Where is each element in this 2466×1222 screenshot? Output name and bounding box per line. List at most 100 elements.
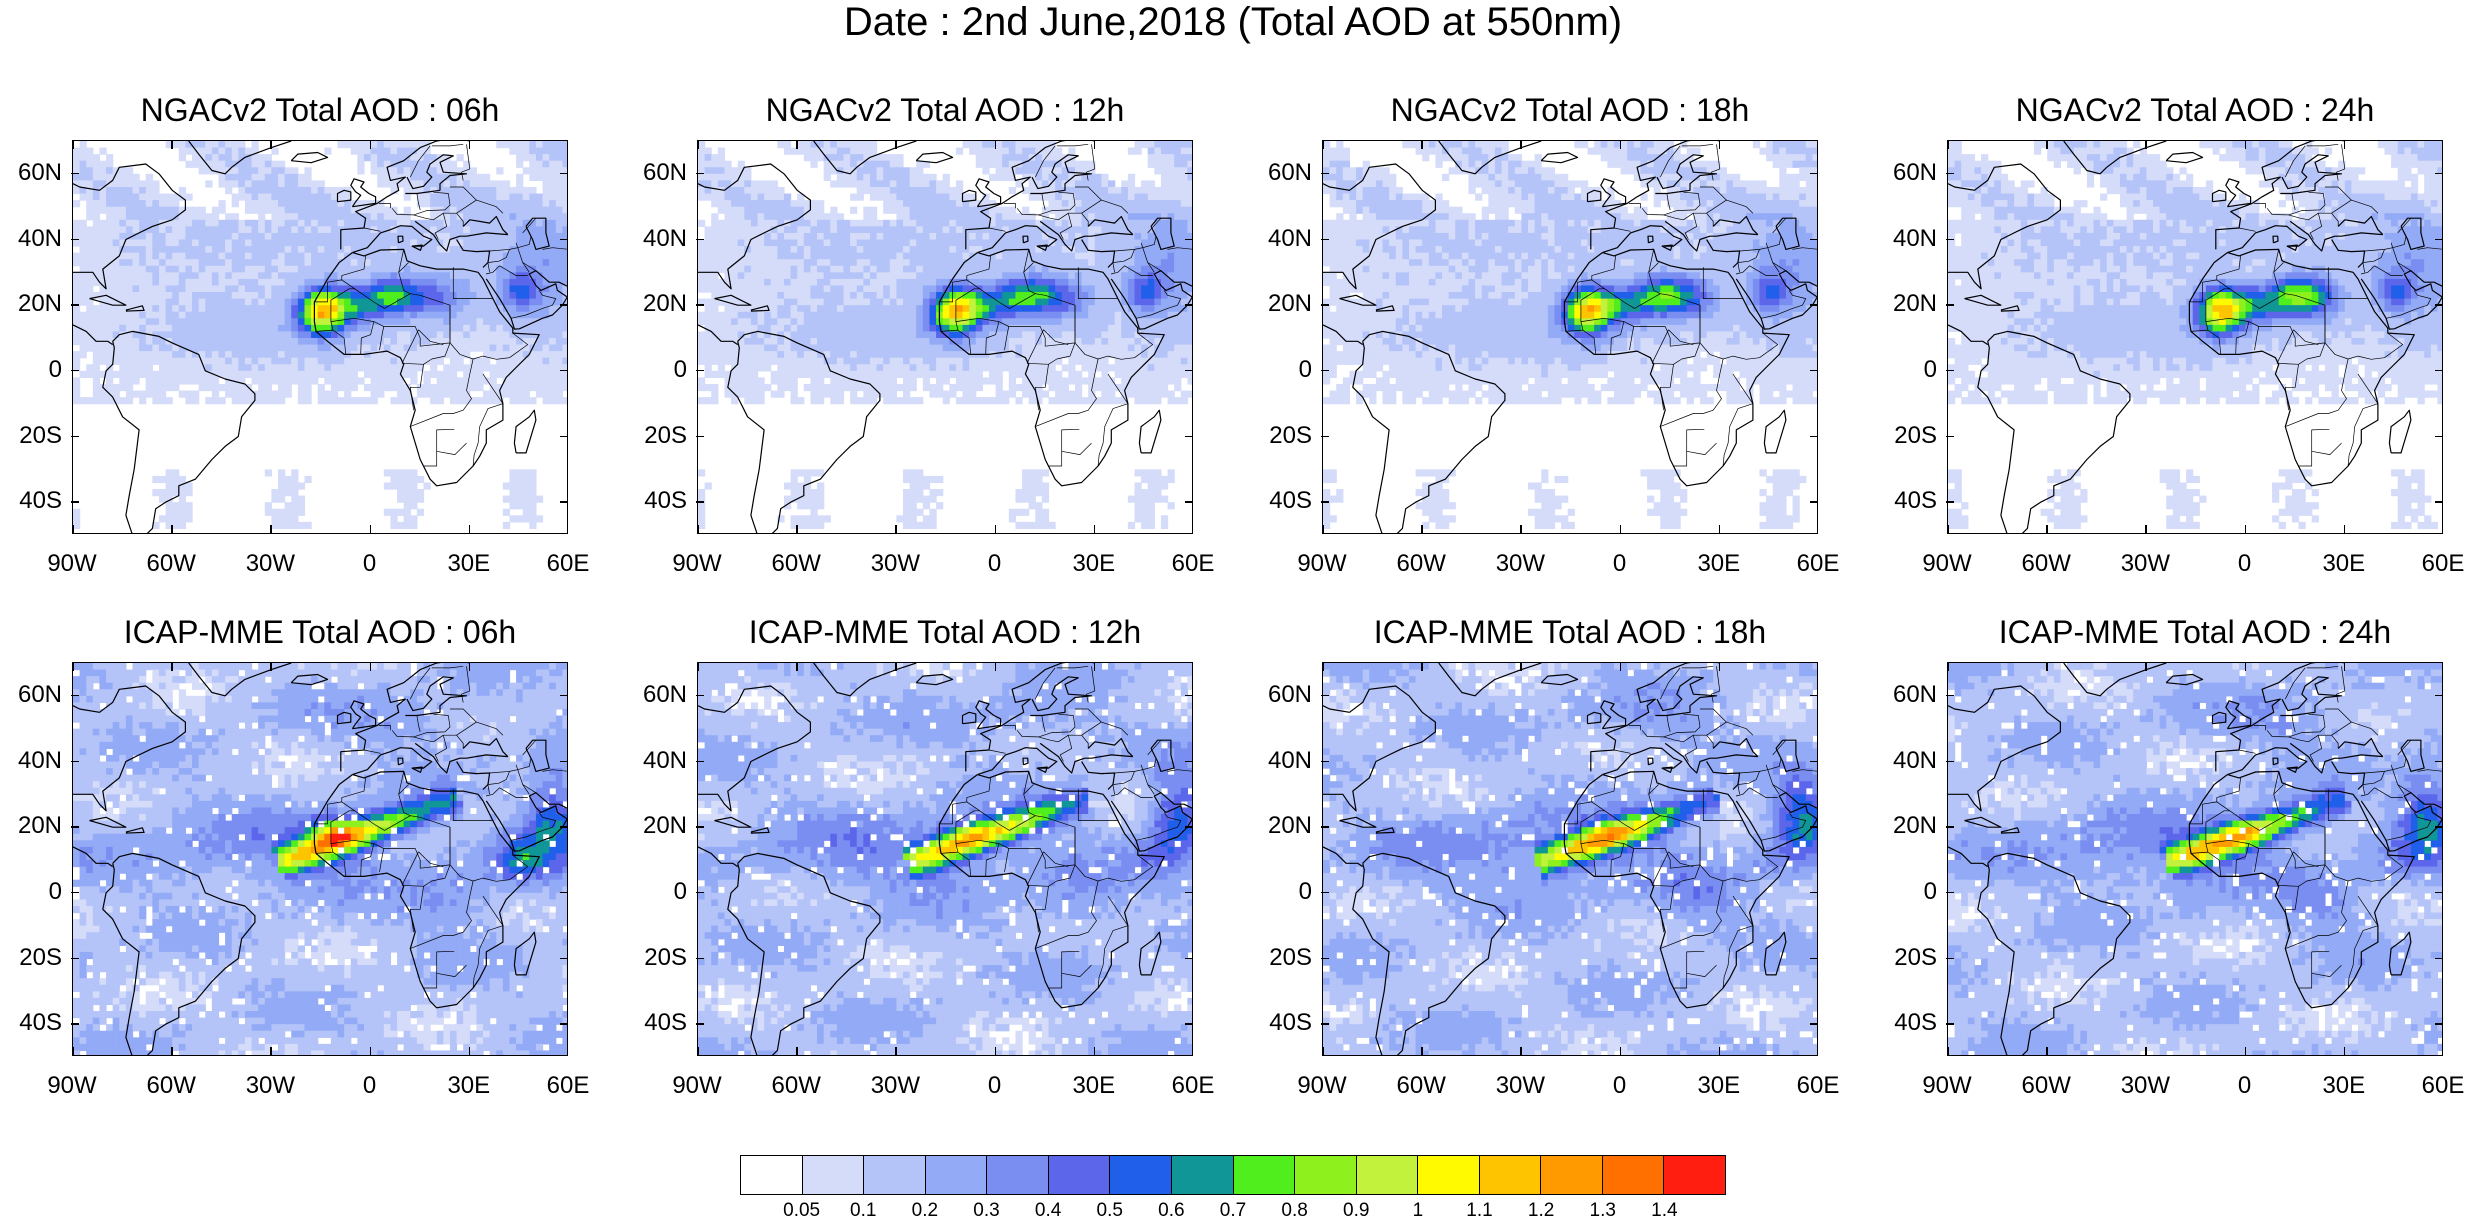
lat-tick	[696, 435, 704, 437]
coastlines	[698, 141, 1192, 533]
map-frame	[72, 662, 568, 1056]
coastlines	[1948, 141, 2442, 533]
lon-tick	[2441, 525, 2443, 534]
lon-tick	[468, 1047, 471, 1056]
lat-tick	[1321, 304, 1329, 306]
lat-tick	[696, 304, 704, 306]
map-panel-ngac-12h: NGACv2 Total AOD : 12h 60N 40N 20N 0 20S 40S 90…	[643, 92, 1214, 614]
lon-tick	[895, 525, 897, 534]
lat-tick	[1185, 760, 1193, 762]
lat-tick	[1810, 826, 1818, 828]
lat-tick	[1185, 369, 1193, 372]
lat-tick	[1946, 760, 1954, 762]
lon-tick	[895, 1047, 897, 1056]
lon-tick	[2145, 1047, 2147, 1056]
lat-tick	[560, 826, 568, 828]
lon-tick	[1421, 525, 1423, 534]
lat-tick	[71, 826, 79, 828]
lat-tick	[1321, 891, 1329, 894]
lat-tick	[1946, 694, 1954, 697]
lat-tick	[696, 826, 704, 828]
lon-tick	[1816, 1047, 1818, 1056]
aod-map	[1948, 663, 2442, 1055]
lon-tick	[1816, 662, 1818, 671]
lat-label: 20N	[18, 290, 62, 318]
lat-tick	[696, 891, 704, 894]
map-panel-ngac-24h: NGACv2 Total AOD : 24h 60N 40N 20N 0 20S 40S 90…	[1893, 92, 2464, 614]
lat-tick	[2435, 760, 2443, 762]
lat-tick	[1185, 826, 1193, 828]
lat-label: 40N	[643, 225, 687, 253]
lon-label: 60W	[2001, 550, 2091, 578]
lat-tick	[1321, 172, 1329, 175]
lon-label: 30W	[850, 550, 940, 578]
lon-tick	[1093, 525, 1096, 534]
lon-tick	[2145, 525, 2147, 534]
lat-tick	[560, 760, 568, 762]
lon-label: 0	[950, 550, 1040, 578]
panel-title: ICAP-MME Total AOD : 12h	[637, 614, 1253, 650]
lon-tick	[1816, 525, 1818, 534]
lat-label: 40N	[643, 747, 687, 775]
lon-tick	[1322, 525, 1324, 534]
lat-label: 20S	[19, 944, 62, 972]
colorbar-label: 1.4	[1634, 1200, 1694, 1222]
lon-label: 30W	[225, 1072, 315, 1100]
lat-tick	[1810, 435, 1818, 437]
lon-tick	[171, 140, 173, 149]
lon-tick	[2046, 140, 2048, 149]
panel-title: NGACv2 Total AOD : 18h	[1262, 92, 1878, 128]
lon-tick	[2244, 662, 2247, 671]
colorbar-box	[1664, 1156, 1725, 1194]
colorbar-label: 0.5	[1080, 1200, 1140, 1222]
colorbar-box	[1541, 1156, 1603, 1194]
lon-tick	[796, 140, 798, 149]
lon-tick	[1718, 525, 1721, 534]
aod-map	[73, 663, 567, 1055]
lon-label: 30W	[850, 1072, 940, 1100]
lon-tick	[468, 525, 471, 534]
lat-tick	[1946, 435, 1954, 437]
lat-tick	[2435, 694, 2443, 697]
panel-title: ICAP-MME Total AOD : 24h	[1887, 614, 2466, 650]
lat-tick	[1185, 304, 1193, 306]
lat-tick	[1946, 826, 1954, 828]
lat-tick	[2435, 1023, 2443, 1025]
map-frame	[697, 140, 1193, 534]
lon-tick	[2046, 525, 2048, 534]
lon-tick	[1619, 1047, 1622, 1056]
coastlines	[1323, 141, 1817, 533]
lon-label: 0	[2200, 1072, 2290, 1100]
lat-tick	[71, 891, 79, 894]
lat-tick	[1321, 1023, 1329, 1025]
lon-tick	[1191, 525, 1193, 534]
lon-label: 60E	[2398, 1072, 2466, 1100]
map-panel-ngac-18h: NGACv2 Total AOD : 18h 60N 40N 20N 0 20S 40S 90…	[1268, 92, 1839, 614]
colorbar-box	[1048, 1156, 1111, 1194]
lat-label: 0	[1924, 878, 1937, 906]
lat-tick	[560, 891, 568, 894]
lon-label: 30E	[424, 1072, 514, 1100]
lon-tick	[1093, 140, 1096, 149]
coastlines	[698, 663, 1192, 1055]
country-borders	[1564, 665, 1817, 989]
lon-label: 30W	[225, 550, 315, 578]
lon-tick	[72, 1047, 74, 1056]
lat-label: 0	[674, 356, 687, 384]
panel-title: NGACv2 Total AOD : 06h	[12, 92, 628, 128]
lon-tick	[697, 1047, 699, 1056]
lat-tick	[1810, 694, 1818, 697]
lat-tick	[1185, 694, 1193, 697]
lat-label: 20S	[19, 422, 62, 450]
lon-label: 30W	[1475, 550, 1565, 578]
colorbar-box	[1418, 1156, 1480, 1194]
map-frame	[1947, 140, 2443, 534]
lat-tick	[560, 172, 568, 175]
lat-tick	[2435, 238, 2443, 240]
lat-label: 40S	[1269, 487, 1312, 515]
map-frame	[1322, 140, 1818, 534]
lon-label: 30E	[1674, 1072, 1764, 1100]
lon-label: 60W	[126, 550, 216, 578]
lon-tick	[2441, 140, 2443, 149]
lat-label: 60N	[1893, 681, 1937, 709]
